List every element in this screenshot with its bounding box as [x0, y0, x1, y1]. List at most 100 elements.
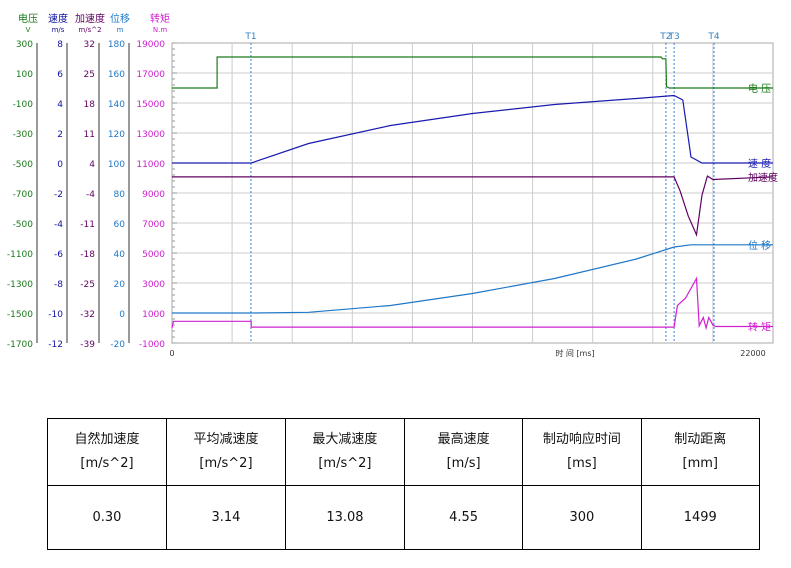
axis-tick-label: 40 — [114, 250, 126, 260]
header-cell: 平均减速度 [m/s^2] — [165, 418, 286, 486]
axis-tick-label: -20 — [110, 340, 125, 350]
axis-tick-label: 8 — [57, 40, 63, 50]
header-label: 最高速度 — [437, 432, 490, 447]
axis-tick-label: -1100 — [7, 250, 33, 260]
axis-tick-label: 17000 — [136, 70, 165, 80]
header-unit: [ms] — [567, 456, 597, 471]
value-cell: 13.08 — [284, 485, 405, 550]
axis-unit: m/s^2 — [78, 26, 101, 34]
axis-tick-label: -8 — [54, 280, 63, 290]
axis-title: 位移 — [110, 12, 130, 25]
axis-tick-label: 20 — [114, 280, 126, 290]
axis-title: 转矩 — [150, 12, 170, 25]
axis-tick-label: 7000 — [142, 220, 165, 230]
axis-tick-label: 5000 — [142, 250, 165, 260]
axis-tick-label: 13000 — [136, 130, 165, 140]
header-unit: [m/s^2] — [318, 456, 372, 471]
axis-tick-label: -32 — [80, 310, 95, 320]
marker-label: T3 — [667, 32, 679, 42]
header-unit: [mm] — [682, 456, 718, 471]
axis-tick-label: -2 — [54, 190, 63, 200]
axis-title: 速度 — [48, 12, 68, 25]
axis-tick-label: -6 — [54, 250, 63, 260]
header-cell: 最大减速度 [m/s^2] — [284, 418, 405, 486]
series-label: 转 矩 — [748, 321, 771, 334]
series-line — [171, 276, 773, 331]
axis-tick-label: 80 — [114, 190, 126, 200]
header-label: 制动响应时间 — [542, 432, 621, 447]
axis-tick-label: -1500 — [7, 310, 33, 320]
axis-tick-label: 4 — [57, 100, 63, 110]
axis-tick-label: -39 — [80, 340, 95, 350]
axis-tick-label: 120 — [108, 130, 125, 140]
value-cell: 1499 — [640, 485, 761, 550]
x-tick-label: 0 — [169, 349, 174, 358]
series-label: 位 移 — [748, 239, 771, 252]
axis-tick-label: -1000 — [139, 340, 165, 350]
axis-tick-label: 11000 — [136, 160, 165, 170]
marker-label: T1 — [244, 32, 256, 42]
axis-tick-label: -300 — [13, 130, 34, 140]
series-label: 电 压 — [748, 82, 771, 95]
series-line — [172, 56, 773, 89]
axis-tick-label: -4 — [54, 220, 63, 230]
header-unit: [m/s^2] — [199, 456, 253, 471]
axis-tick-label: 140 — [108, 100, 125, 110]
axis-tick-label: 60 — [114, 220, 126, 230]
header-unit: [m/s] — [446, 456, 481, 471]
axis-tick-label: -10 — [48, 310, 63, 320]
axis-tick-label: 100 — [16, 70, 33, 80]
axis-tick-label: 1000 — [142, 310, 165, 320]
results-table: 自然加速度 [m/s^2] 平均减速度 [m/s^2] 最大减速度 [m/s^2] 最… — [47, 418, 761, 550]
axis-tick-label: 18 — [84, 100, 96, 110]
header-label: 最大减速度 — [312, 432, 378, 447]
axis-tick-label: -18 — [80, 250, 95, 260]
axis-tick-label: -11 — [80, 220, 95, 230]
header-unit: [m/s^2] — [80, 456, 134, 471]
axis-title: 电压 — [18, 12, 38, 25]
axis-tick-label: -700 — [13, 190, 34, 200]
axis-tick-label: 160 — [108, 70, 125, 80]
axis-tick-label: 6 — [57, 70, 63, 80]
axis-tick-label: 19000 — [136, 40, 165, 50]
axis-title: 加速度 — [75, 12, 105, 25]
axis-tick-label: 3000 — [142, 280, 165, 290]
x-tick-label: 22000 — [740, 349, 765, 358]
axis-tick-label: 2 — [57, 130, 63, 140]
axis-tick-label: -100 — [13, 100, 34, 110]
axis-tick-label: 300 — [16, 40, 33, 50]
axis-tick-label: 15000 — [136, 100, 165, 110]
axis-tick-label: 4 — [89, 160, 95, 170]
axis-tick-label: -1300 — [7, 280, 33, 290]
header-cell: 制动距离 [mm] — [640, 418, 761, 486]
value-cell: 4.55 — [403, 485, 524, 550]
axis-tick-label: 0 — [119, 310, 125, 320]
header-label: 平均减速度 — [193, 432, 259, 447]
header-cell: 自然加速度 [m/s^2] — [47, 418, 167, 486]
header-label: 自然加速度 — [74, 432, 140, 447]
marker-label: T2 — [659, 32, 671, 42]
header-label: 制动距离 — [674, 432, 727, 447]
axis-tick-label: -1700 — [7, 340, 33, 350]
axis-tick-label: 100 — [108, 160, 125, 170]
axis-tick-label: -500 — [13, 160, 34, 170]
axis-tick-label: 32 — [84, 40, 95, 50]
axis-tick-label: 0 — [57, 160, 63, 170]
axis-tick-label: -25 — [80, 280, 95, 290]
table-row: 0.30 3.14 13.08 4.55 300 1499 — [47, 485, 761, 550]
axis-tick-label: -12 — [48, 340, 63, 350]
axis-unit: m/s — [52, 26, 65, 34]
axis-unit: m — [117, 26, 124, 34]
axis-tick-label: 9000 — [142, 190, 165, 200]
axis-tick-label: 25 — [84, 70, 95, 80]
value-cell: 0.30 — [47, 485, 167, 550]
value-cell: 3.14 — [165, 485, 286, 550]
axis-unit: N.m — [153, 26, 167, 34]
line-chart: 电压V300100-100-300-500-700-500-1100-1300-… — [7, 12, 778, 358]
axis-tick-label: 11 — [84, 130, 95, 140]
series-line — [172, 94, 773, 164]
header-cell: 制动响应时间 [ms] — [522, 418, 642, 486]
header-cell: 最高速度 [m/s] — [403, 418, 524, 486]
series-line — [172, 175, 774, 237]
series-label: 速 度 — [748, 157, 771, 170]
